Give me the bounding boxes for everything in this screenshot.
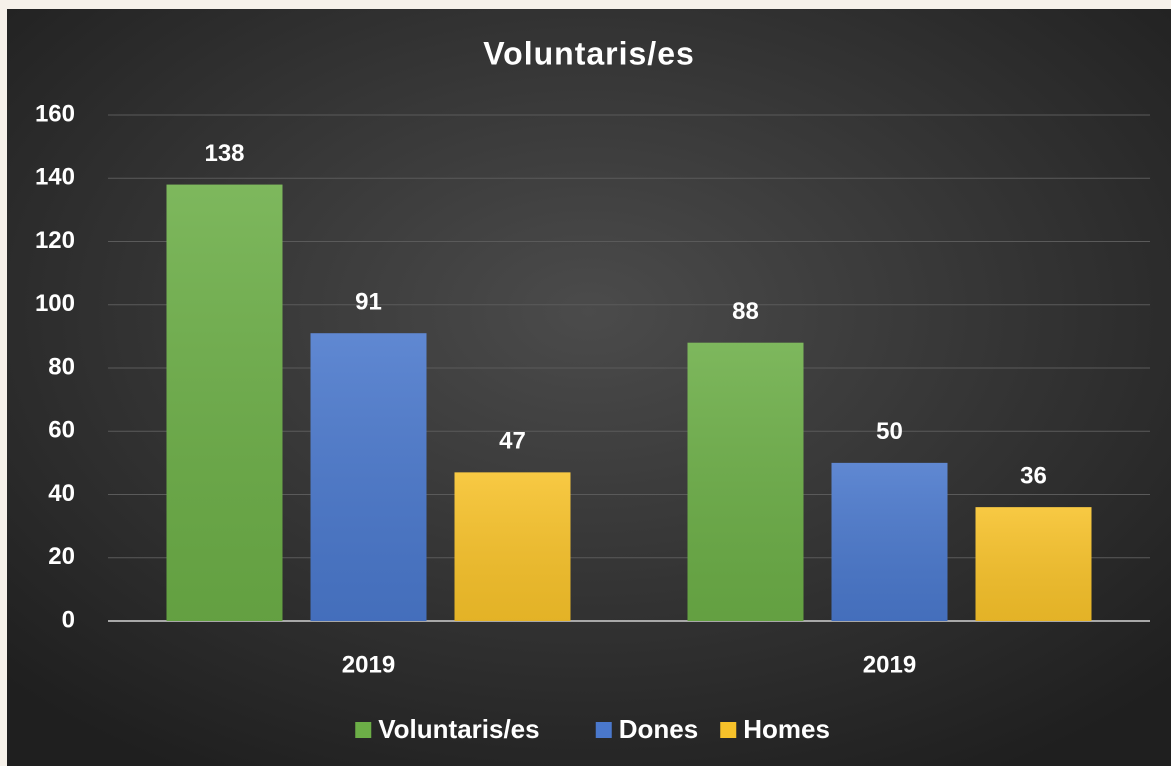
data-label: 47	[499, 428, 526, 455]
bar-shade	[831, 462, 948, 621]
data-label: 88	[732, 298, 759, 325]
legend-label: Voluntaris/es	[378, 714, 539, 744]
legend-label: Dones	[619, 714, 698, 744]
chart-title: Voluntaris/es	[483, 35, 695, 71]
data-label: 50	[876, 418, 903, 445]
data-label: 91	[355, 289, 382, 316]
bar-shade	[310, 333, 427, 621]
legend-swatch	[595, 722, 612, 738]
bar-shade	[454, 472, 571, 621]
y-tick-label: 40	[48, 480, 75, 507]
legend-swatch	[720, 722, 737, 738]
y-tick-label: 60	[48, 417, 75, 444]
y-tick-label: 0	[62, 606, 75, 633]
legend-label: Homes	[743, 714, 830, 744]
bar-shade	[687, 342, 804, 621]
data-label: 36	[1020, 462, 1047, 489]
bar-shade	[975, 507, 1092, 621]
y-tick-label: 20	[48, 543, 75, 570]
bar-shade	[166, 184, 283, 621]
y-tick-label: 160	[35, 100, 75, 127]
y-tick-label: 140	[35, 164, 75, 191]
y-tick-label: 100	[35, 290, 75, 317]
data-label: 138	[204, 140, 244, 167]
y-tick-label: 80	[48, 353, 75, 380]
legend-swatch	[355, 722, 372, 738]
y-tick-label: 120	[35, 227, 75, 254]
x-tick-label: 2019	[342, 651, 395, 678]
x-tick-label: 2019	[863, 651, 916, 678]
